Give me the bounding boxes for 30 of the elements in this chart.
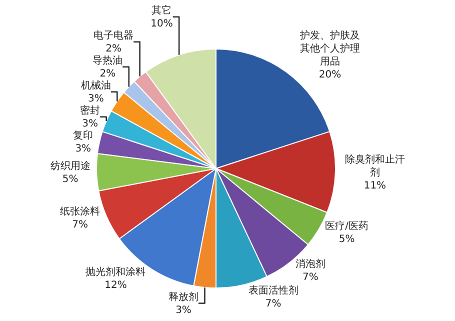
slice-label: 纸张涂料	[60, 205, 100, 218]
data-label: 2%	[100, 68, 116, 80]
slice-label: 释放剂	[168, 290, 199, 303]
data-label: 5%	[62, 174, 78, 185]
slice-label: 电子电器	[94, 29, 134, 42]
slice-label: 护发、护肤及其他个人护理用品	[298, 30, 360, 68]
slice-label: 纺织用途	[50, 160, 90, 172]
data-label: 20%	[318, 70, 342, 81]
data-label: 2%	[106, 43, 122, 54]
data-label: 7%	[265, 298, 282, 310]
slice-label: 机械油	[80, 79, 111, 92]
data-label: 10%	[150, 18, 173, 30]
data-label: 3%	[75, 143, 92, 154]
slice-label: 导热油	[92, 54, 123, 66]
slice-label: 消泡剂	[295, 258, 326, 270]
data-label: 3%	[82, 118, 98, 130]
data-label: 3%	[176, 304, 192, 316]
slice-label: 抛光剂和涂料	[86, 266, 146, 278]
slice-label: 表面活性剂	[248, 284, 298, 297]
slice-label: 密封	[80, 104, 100, 116]
slice-label: 其它	[152, 4, 172, 16]
data-label: 7%	[72, 219, 88, 230]
data-label: 5%	[338, 234, 355, 246]
data-label: 12%	[104, 280, 127, 291]
slice-label: 除臭剂和止汗剂	[344, 153, 405, 178]
slice-label: 复印	[73, 129, 94, 142]
slice-label: 医疗/医药	[325, 220, 368, 232]
data-label: 3%	[88, 93, 104, 104]
data-label: 7%	[302, 272, 318, 284]
data-label: 11%	[364, 180, 386, 192]
